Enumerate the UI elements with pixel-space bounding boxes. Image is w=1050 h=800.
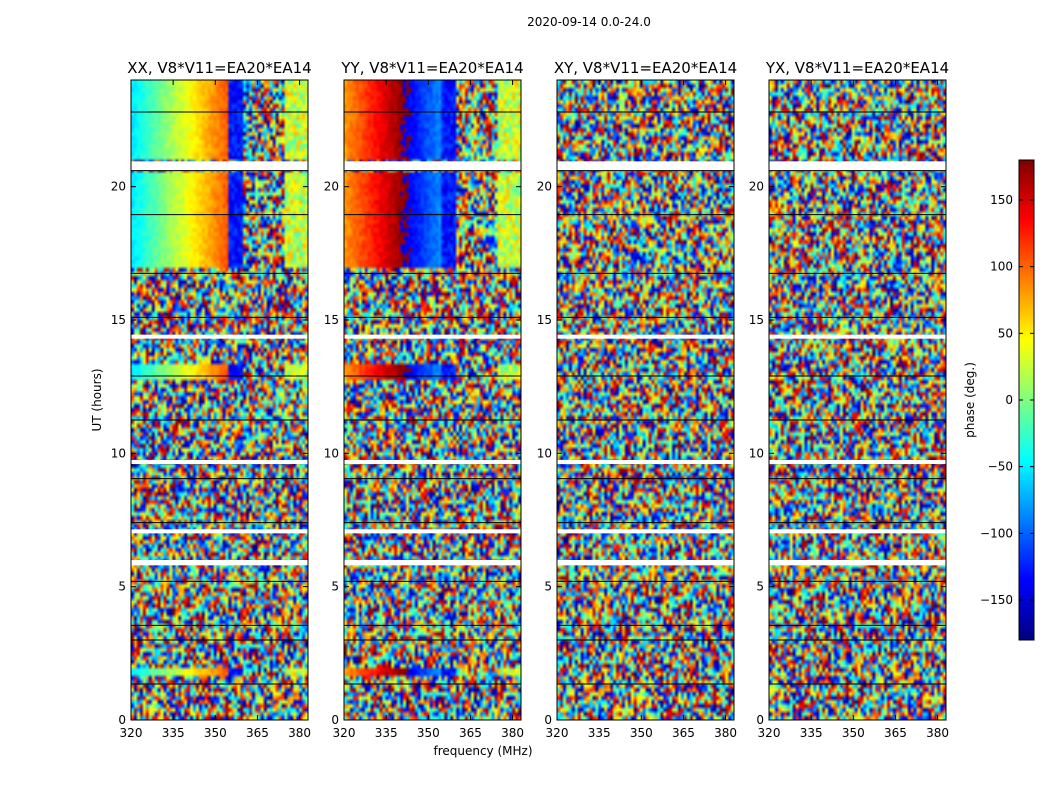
- y-tick-label: 0: [118, 713, 126, 727]
- flag-gap-5: [557, 334, 734, 339]
- panel-title-2: YY, V8*V11=EA20*EA14: [340, 59, 523, 77]
- panel-3: XY, V8*V11=EA20*EA14 320 335 350 365 380 0 5 10 1…: [537, 59, 737, 740]
- phase-heatmap-1: [131, 80, 308, 720]
- y-tick-label: 10: [537, 446, 552, 460]
- x-tick-label: 380: [926, 726, 949, 740]
- y-tick-label: 5: [331, 580, 339, 594]
- colorbar-tick-label: −150: [980, 593, 1013, 607]
- panel-title-4: YX, V8*V11=EA20*EA14: [765, 59, 949, 77]
- x-tick-label: 380: [714, 726, 737, 740]
- x-axis-label: frequency (MHz): [433, 744, 532, 758]
- flag-gap-4: [344, 460, 521, 464]
- flag-gap-3: [131, 529, 308, 534]
- y-tick-label: 20: [111, 180, 126, 194]
- flag-gap-4: [131, 460, 308, 464]
- x-tick-label: 320: [546, 726, 569, 740]
- flag-gap-2: [344, 560, 521, 566]
- panels-group: XX, V8*V11=EA20*EA14 320 335 350 365 380 0 5 10 1…: [111, 59, 949, 740]
- flag-gap-1: [131, 161, 308, 171]
- x-tick-label: 320: [333, 726, 356, 740]
- y-tick-label: 10: [111, 446, 126, 460]
- panel-4: YX, V8*V11=EA20*EA14 320 335 350 365 380 0 5 10 1…: [749, 59, 949, 740]
- y-tick-label: 15: [111, 313, 126, 327]
- colorbar-tick-label: 0: [1005, 393, 1013, 407]
- y-tick-label: 0: [544, 713, 552, 727]
- y-tick-label: 15: [537, 313, 552, 327]
- flag-gap-1: [344, 161, 521, 171]
- flag-gap-2: [769, 560, 946, 566]
- y-tick-label: 20: [324, 180, 339, 194]
- colorbar-label: phase (deg.): [963, 362, 977, 438]
- panel-1: XX, V8*V11=EA20*EA14 320 335 350 365 380 0 5 10 1…: [111, 59, 312, 740]
- y-tick-label: 5: [756, 580, 764, 594]
- phase-heatmap-4: [769, 80, 946, 720]
- colorbar-tick-label: 150: [990, 193, 1013, 207]
- x-tick-label: 365: [884, 726, 907, 740]
- flag-gap-5: [769, 334, 946, 339]
- y-tick-label: 15: [749, 313, 764, 327]
- flag-gap-3: [769, 529, 946, 534]
- flag-gap-3: [557, 529, 734, 534]
- flag-gap-1: [769, 161, 946, 171]
- y-tick-label: 0: [331, 713, 339, 727]
- x-tick-label: 350: [204, 726, 227, 740]
- colorbar-tick-label: −50: [988, 460, 1013, 474]
- y-axis-label: UT (hours): [90, 368, 104, 431]
- flag-gap-5: [344, 334, 521, 339]
- y-tick-label: 20: [537, 180, 552, 194]
- panel-title-3: XY, V8*V11=EA20*EA14: [554, 59, 737, 77]
- panel-frame-2: [343, 79, 522, 721]
- y-tick-label: 5: [118, 580, 126, 594]
- x-tick-label: 320: [120, 726, 143, 740]
- flag-gap-5: [131, 334, 308, 339]
- panel-frame-4: [768, 79, 947, 721]
- colorbar-tick-label: −100: [980, 526, 1013, 540]
- panel-frame-3: [556, 79, 735, 721]
- colorbar-tick-label: 50: [998, 326, 1013, 340]
- x-tick-label: 365: [459, 726, 482, 740]
- figure-suptitle: 2020-09-14 0.0-24.0: [527, 15, 651, 29]
- flag-gap-2: [557, 560, 734, 566]
- x-tick-label: 350: [842, 726, 865, 740]
- x-tick-label: 365: [672, 726, 695, 740]
- panel-frame-1: [130, 79, 309, 721]
- phase-heatmap-2: [344, 80, 521, 720]
- flag-gap-4: [769, 460, 946, 464]
- x-tick-label: 350: [630, 726, 653, 740]
- phase-heatmap-3: [557, 80, 734, 720]
- y-tick-label: 10: [324, 446, 339, 460]
- flag-gap-2: [131, 560, 308, 566]
- y-tick-label: 0: [756, 713, 764, 727]
- x-tick-label: 380: [288, 726, 311, 740]
- colorbar: 150 100 50 0 −50 −100 −150: [980, 159, 1035, 641]
- x-tick-label: 335: [588, 726, 611, 740]
- panel-title-1: XX, V8*V11=EA20*EA14: [127, 59, 311, 77]
- flag-gap-4: [557, 460, 734, 464]
- x-tick-label: 350: [417, 726, 440, 740]
- colorbar-tick-label: 100: [990, 260, 1013, 274]
- x-tick-label: 320: [758, 726, 781, 740]
- y-tick-label: 10: [749, 446, 764, 460]
- flag-gap-3: [344, 529, 521, 534]
- x-tick-label: 365: [246, 726, 269, 740]
- y-tick-label: 20: [749, 180, 764, 194]
- x-tick-label: 335: [800, 726, 823, 740]
- x-tick-label: 335: [162, 726, 185, 740]
- panel-2: YY, V8*V11=EA20*EA14 320 335 350 365 380 0 5 10 1…: [324, 59, 524, 740]
- y-tick-label: 15: [324, 313, 339, 327]
- x-tick-label: 380: [501, 726, 524, 740]
- y-tick-label: 5: [544, 580, 552, 594]
- x-tick-label: 335: [375, 726, 398, 740]
- flag-gap-1: [557, 161, 734, 171]
